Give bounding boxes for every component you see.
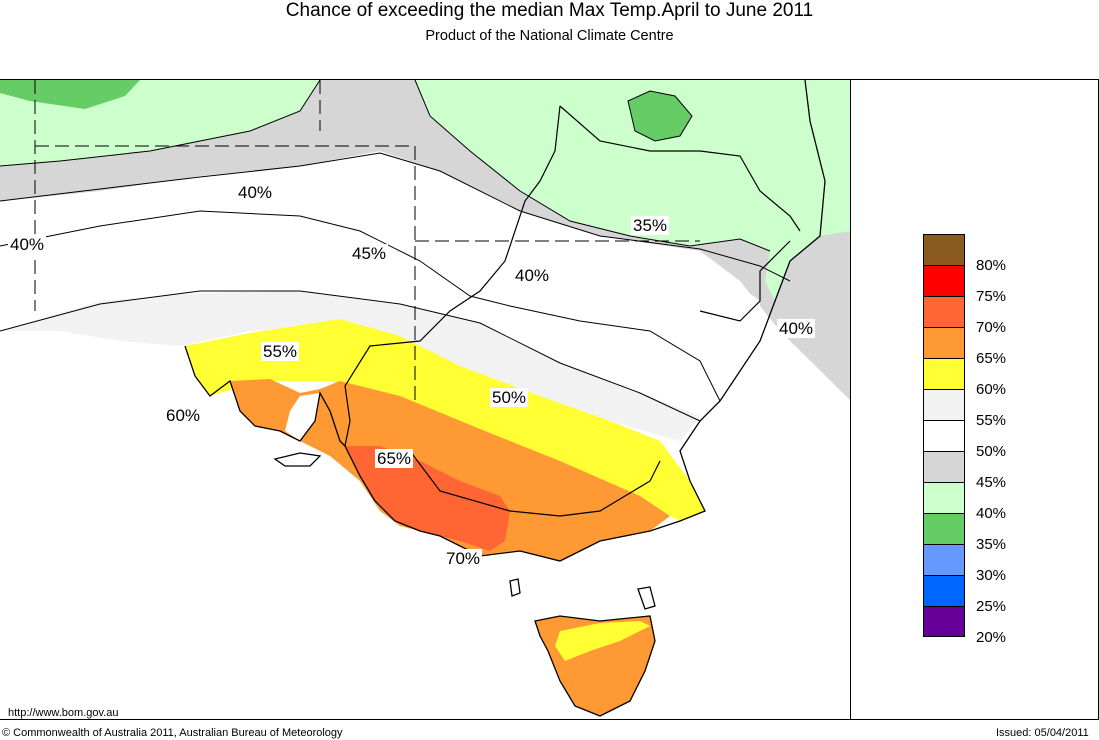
page-title: Chance of exceeding the median Max Temp.… (285, 0, 814, 21)
border-inland (699, 240, 791, 322)
tasmania-coast (534, 615, 656, 717)
legend-swatch (923, 606, 965, 637)
legend-swatch (923, 265, 965, 296)
footer-copyright: © Commonwealth of Australia 2011, Austra… (2, 727, 343, 739)
legend-swatch (923, 482, 965, 513)
map-label: 35% (631, 216, 670, 235)
legend-swatch (923, 296, 965, 327)
page-subtitle: Product of the National Climate Centre (425, 28, 674, 44)
border-nsw-vic (409, 450, 661, 517)
zone-55 (0, 291, 700, 441)
legend-label: 80% (976, 257, 1007, 274)
legend-label: 55% (976, 412, 1007, 429)
legend-swatch (923, 358, 965, 389)
border-nsw-sa (344, 105, 561, 447)
contour-50 (0, 210, 721, 402)
dashed-borders (34, 80, 700, 401)
zone-50 (0, 163, 760, 421)
zone-40-ne (415, 80, 851, 301)
zone-70 (345, 446, 510, 551)
legend: 80% 75% 70% 65% 60% 55% 50% 45% 40% 35% 30% 25% 20% (923, 234, 1006, 646)
map-label: 60% (164, 406, 203, 425)
king-island (509, 578, 521, 597)
legend-label: 35% (976, 536, 1007, 553)
map-label: 40% (236, 183, 275, 202)
legend-label: 65% (976, 350, 1007, 367)
legend-label: 45% (976, 474, 1007, 491)
footer-url: http://www.bom.gov.au (8, 707, 119, 719)
contour-45 (0, 152, 791, 282)
flinders-island (637, 586, 656, 610)
legend-label: 75% (976, 288, 1007, 305)
legend-boxes (923, 234, 965, 637)
map-label: 70% (444, 549, 483, 568)
legend-label: 50% (976, 443, 1007, 460)
map-label: 50% (490, 388, 529, 407)
map-label: 40% (777, 319, 816, 338)
map-label: 65% (375, 449, 414, 468)
zone-60 (185, 319, 705, 521)
map-label: 40% (513, 266, 552, 285)
legend-label: 40% (976, 505, 1007, 522)
panel-divider (850, 79, 851, 720)
map-panel: 40% 40% 45% 40% 35% 40% 55% 50% 60% 65% … (0, 79, 1098, 720)
map-label: 45% (350, 244, 389, 263)
state-borders (344, 105, 801, 517)
legend-label: 60% (976, 381, 1007, 398)
legend-swatch (923, 513, 965, 544)
legend-label: 20% (976, 629, 1007, 646)
legend-swatch (923, 234, 965, 265)
tasmania-60 (555, 621, 650, 661)
contour-55 (0, 290, 701, 422)
legend-swatch (923, 451, 965, 482)
legend-swatch (923, 575, 965, 606)
border-qld-nsw (559, 105, 801, 232)
probability-map (0, 80, 851, 719)
legend-label: 70% (976, 319, 1007, 336)
contour-40-nw (0, 80, 321, 167)
legend-swatch (923, 544, 965, 575)
legend-swatch (923, 327, 965, 358)
contour-40-ne (414, 80, 771, 252)
legend-swatch (923, 420, 965, 451)
map-label: 55% (261, 342, 300, 361)
contour-lines (0, 80, 791, 422)
spencer-gulf (285, 393, 320, 441)
zone-35-ne (628, 91, 692, 141)
legend-label: 30% (976, 567, 1007, 584)
contour-35 (627, 90, 693, 142)
footer-issued: Issued: 05/04/2011 (996, 727, 1089, 739)
legend-swatch (923, 389, 965, 420)
kangaroo-island (273, 452, 322, 467)
map-label: 40% (8, 235, 47, 254)
legend-label: 25% (976, 598, 1007, 615)
coastline (184, 80, 826, 717)
